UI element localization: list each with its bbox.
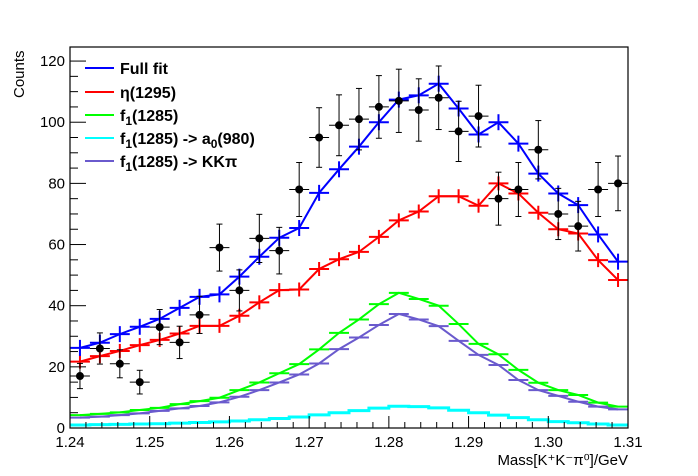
data-point xyxy=(70,362,90,390)
series-f1-1285- xyxy=(70,291,628,417)
y-axis-label: Counts xyxy=(11,50,28,98)
data-marker xyxy=(135,378,144,387)
x-tick-label: 1.29 xyxy=(454,434,483,451)
y-tick-label: 20 xyxy=(48,359,65,376)
data-marker xyxy=(574,222,583,231)
data-point xyxy=(309,107,330,168)
data-marker xyxy=(95,344,104,353)
data-marker xyxy=(235,286,244,295)
data-point xyxy=(368,75,389,139)
legend-label: f1(1285) xyxy=(120,108,178,128)
x-tick-label: 1.31 xyxy=(613,434,642,451)
data-marker xyxy=(335,121,344,130)
data-marker xyxy=(614,179,623,188)
data-point xyxy=(129,369,150,395)
y-tick-label: 60 xyxy=(48,237,65,254)
data-point xyxy=(249,213,270,263)
y-tick-label: 40 xyxy=(48,298,65,315)
data-marker xyxy=(594,185,603,194)
data-marker xyxy=(195,310,204,319)
fit-curves xyxy=(70,75,628,427)
data-point xyxy=(169,325,190,360)
data-point xyxy=(608,155,628,212)
data-marker xyxy=(354,115,363,124)
data-marker xyxy=(494,194,503,203)
data-marker xyxy=(374,102,383,111)
data-marker xyxy=(175,338,184,347)
data-point xyxy=(488,171,509,226)
data-point xyxy=(428,65,449,131)
data-points xyxy=(70,65,628,395)
legend-entry: η(1295) xyxy=(85,85,176,102)
data-marker xyxy=(75,372,84,381)
data-point xyxy=(568,200,589,252)
legend: Full fit η(1295) f1(1285) f1(1285) -> a0(98… xyxy=(85,61,255,174)
data-point xyxy=(189,295,210,334)
data-marker xyxy=(474,112,483,121)
line-f1-1285-a0-980- xyxy=(70,404,628,427)
data-point xyxy=(269,226,290,275)
data-point xyxy=(388,68,409,133)
data-point xyxy=(209,223,230,272)
data-point xyxy=(528,120,549,180)
legend-label: f1(1285) -> KKπ xyxy=(120,154,237,174)
x-tick-label: 1.27 xyxy=(295,434,324,451)
data-point xyxy=(229,269,250,312)
data-marker xyxy=(115,359,124,368)
data-point xyxy=(468,84,489,148)
data-point xyxy=(289,161,310,217)
series--1295- xyxy=(70,176,628,369)
series-f1-1285-a0-980- xyxy=(70,404,628,427)
data-marker xyxy=(215,243,224,252)
legend-entry: f1(1285) xyxy=(85,108,178,128)
legend-label: Full fit xyxy=(120,61,169,78)
x-tick-label: 1.24 xyxy=(55,434,84,451)
line-f1-1285-kk- xyxy=(79,312,619,419)
y-tick-label: 100 xyxy=(40,114,65,131)
axes: 1.24 1.25 1.26 1.27 1.28 1.29 1.30 1.31 0 20 40 60 8… xyxy=(40,53,643,451)
legend-entry: Full fit xyxy=(85,61,169,78)
data-point xyxy=(109,349,130,379)
y-tick-label: 120 xyxy=(40,53,65,70)
line-full-fit xyxy=(79,82,619,349)
data-point xyxy=(149,309,170,346)
data-point xyxy=(588,161,609,217)
data-marker xyxy=(394,96,403,105)
data-point xyxy=(508,161,529,217)
legend-label: η(1295) xyxy=(120,85,176,102)
data-point xyxy=(89,332,110,365)
x-tick-label: 1.28 xyxy=(374,434,403,451)
series-f1-1285-kk- xyxy=(70,312,628,419)
data-point xyxy=(349,87,369,151)
data-marker xyxy=(155,323,164,332)
data-marker xyxy=(434,93,443,102)
x-axis-label: Mass[K⁺K⁻π⁰]/GeV xyxy=(497,452,628,469)
data-marker xyxy=(454,127,463,136)
data-point xyxy=(329,94,349,157)
data-point xyxy=(408,78,429,142)
data-marker xyxy=(514,185,523,194)
data-marker xyxy=(255,234,264,243)
line--1295- xyxy=(79,182,619,363)
line-f1-1285- xyxy=(79,291,619,417)
data-point xyxy=(548,187,569,241)
legend-label: f1(1285) -> a0(980) xyxy=(120,131,255,151)
data-marker xyxy=(534,145,543,154)
y-tick-label: 0 xyxy=(57,420,65,437)
plot-frame xyxy=(69,46,629,429)
data-marker xyxy=(554,209,563,218)
y-tick-label: 80 xyxy=(48,175,65,192)
x-tick-label: 1.30 xyxy=(534,434,563,451)
legend-entry: f1(1285) -> KKπ xyxy=(85,154,237,174)
data-marker xyxy=(295,185,304,194)
x-tick-label: 1.25 xyxy=(135,434,164,451)
data-marker xyxy=(315,133,324,142)
data-point xyxy=(448,100,469,163)
legend-entry: f1(1285) -> a0(980) xyxy=(85,131,255,151)
x-tick-label: 1.26 xyxy=(215,434,244,451)
data-marker xyxy=(275,246,284,255)
data-marker xyxy=(414,105,423,114)
